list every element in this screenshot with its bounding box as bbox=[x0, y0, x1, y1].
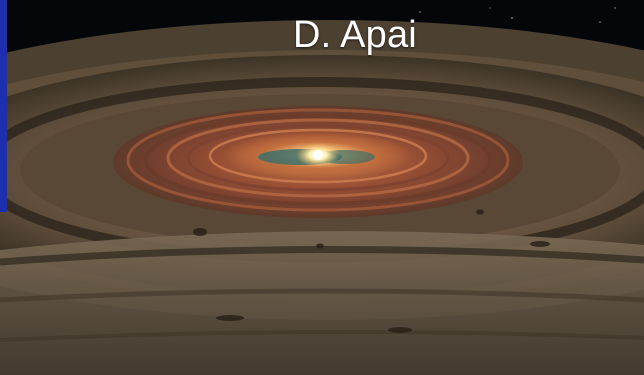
image-credit: D. Apai bbox=[293, 14, 417, 56]
accent-bar bbox=[0, 0, 7, 212]
